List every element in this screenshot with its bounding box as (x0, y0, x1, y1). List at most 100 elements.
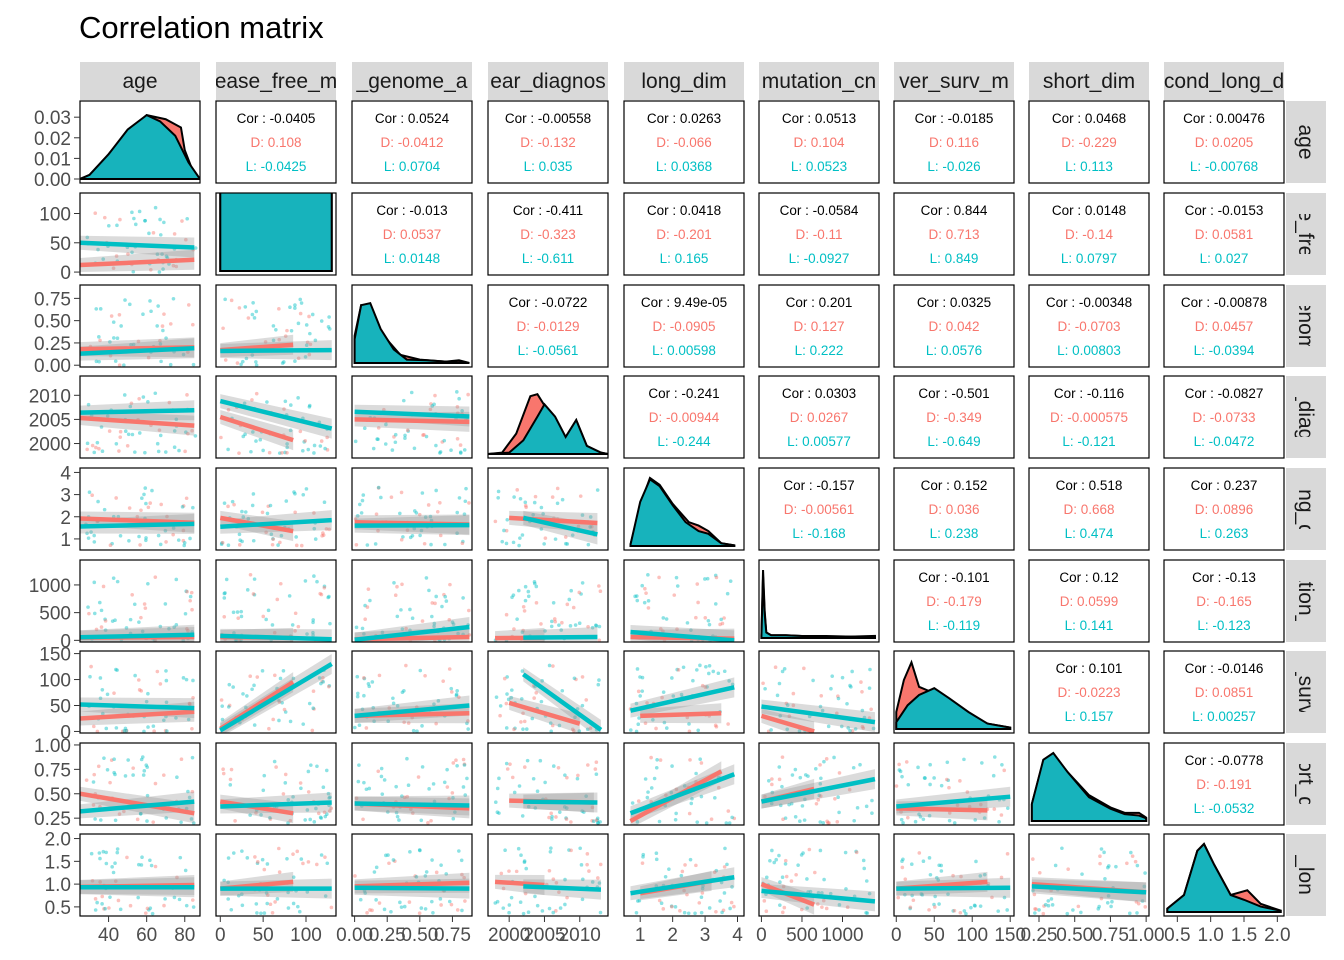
scatter-point (649, 755, 653, 760)
scatter-point (867, 716, 872, 720)
scatter-point (845, 905, 850, 910)
scatter-point (320, 679, 324, 684)
scatter-point (313, 338, 318, 343)
scatter-point (126, 432, 131, 437)
scatter-point (701, 884, 705, 888)
scatter-point (174, 623, 179, 627)
panel-7-1 (219, 759, 334, 825)
scatter-point (550, 817, 554, 821)
scatter-point (808, 889, 813, 894)
x-tick-label: 0 (215, 925, 226, 946)
scatter-point (565, 895, 569, 900)
scatter-point (103, 628, 108, 632)
scatter-point (705, 576, 710, 581)
scatter-point (283, 450, 287, 455)
scatter-point (775, 693, 780, 698)
panel-border (1163, 192, 1285, 276)
scatter-point (1071, 908, 1075, 912)
panel-border (758, 833, 880, 917)
scatter-point (379, 766, 384, 771)
scatter-point (403, 433, 407, 438)
scatter-point (496, 495, 500, 500)
cor-group-l: L: -0.00768 (1190, 159, 1258, 174)
scatter-point (398, 511, 402, 516)
panel-border (893, 192, 1015, 276)
cor-group-l: L: -0.611 (522, 251, 574, 266)
scatter-point (429, 542, 433, 547)
cor-group-d: D: -0.0733 (1192, 410, 1255, 425)
scatter-point (903, 877, 908, 881)
scatter-point (780, 910, 785, 915)
scatter-point (145, 765, 150, 769)
scatter-point (148, 858, 152, 863)
scatter-point (271, 537, 275, 542)
scatter-point (703, 616, 708, 620)
scatter-point (176, 538, 181, 542)
scatter-point (818, 782, 823, 786)
scatter-point (117, 363, 122, 367)
scatter-point (1066, 867, 1070, 871)
cor-label: Cor : -0.0827 (1185, 386, 1264, 401)
scatter-point (389, 909, 393, 914)
scatter-point (967, 804, 972, 809)
scatter-point (427, 787, 431, 791)
scatter-point (520, 533, 525, 537)
panel-border (1028, 559, 1150, 643)
cor-label: Cor : -0.0185 (915, 111, 994, 126)
scatter-point (293, 629, 297, 633)
panel-border (351, 375, 473, 459)
scatter-point (685, 621, 690, 625)
scatter-point (507, 910, 511, 915)
scatter-point (323, 446, 327, 451)
scatter-point (365, 605, 370, 609)
scatter-point (249, 449, 253, 454)
scatter-point (455, 908, 460, 912)
scatter-point (164, 540, 168, 544)
scatter-point (420, 765, 425, 769)
scatter-point (150, 488, 154, 493)
scatter-point (441, 679, 445, 683)
scatter-point (460, 908, 464, 913)
scatter-point (277, 846, 281, 851)
scatter-point (669, 790, 674, 795)
cor-label: Cor : -0.0153 (1185, 203, 1264, 218)
scatter-point (323, 814, 328, 819)
scatter-point (393, 593, 398, 598)
scatter-point (301, 722, 306, 726)
fit-line-l (354, 624, 470, 642)
scatter-point (111, 266, 116, 271)
scatter-point (152, 729, 156, 733)
y-tick-label: 2.0 (45, 830, 71, 851)
scatter-point (226, 856, 231, 860)
scatter-point (713, 796, 717, 800)
fit-line-d (80, 791, 195, 816)
scatter-point (1110, 899, 1114, 904)
scatter-point (969, 905, 973, 910)
cor-label: Cor : 0.0148 (1052, 203, 1126, 218)
density-l (219, 193, 333, 272)
scatter-point (237, 451, 241, 455)
scatter-point (143, 450, 147, 455)
scatter-point (921, 817, 926, 822)
scatter-point (290, 623, 295, 627)
cor-label: Cor : 0.0468 (1052, 111, 1126, 126)
scatter-point (575, 776, 580, 781)
scatter-point (174, 264, 179, 269)
scatter-point (515, 488, 520, 492)
column-strip (216, 62, 336, 100)
scatter-point (250, 398, 254, 402)
scatter-point (644, 591, 648, 595)
row-strip-label: r_diagn (1294, 382, 1317, 452)
scatter-point (859, 680, 863, 684)
scatter-point (818, 794, 823, 798)
scatter-point (553, 619, 558, 624)
scatter-point (722, 669, 727, 674)
panel-border (351, 650, 473, 734)
panel-border (1028, 284, 1150, 368)
scatter-point (493, 800, 498, 804)
scatter-point (574, 677, 578, 682)
scatter-point (861, 858, 866, 863)
cor-group-d: D: 0.042 (928, 319, 979, 334)
scatter-point (242, 401, 247, 406)
